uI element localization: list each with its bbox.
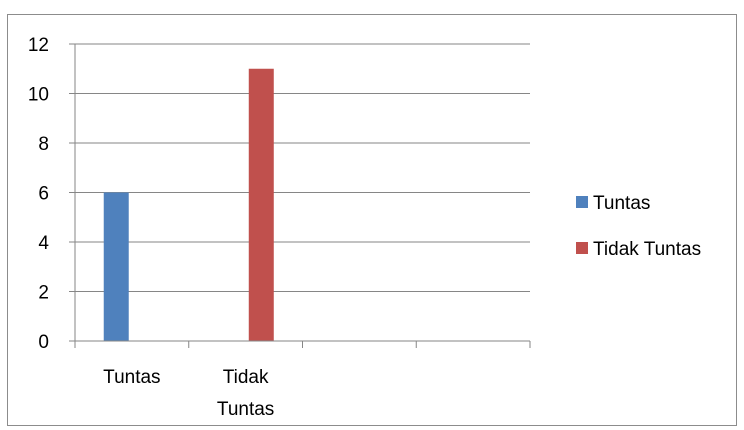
- legend-label: Tuntas: [593, 193, 650, 214]
- bars: [103, 68, 274, 341]
- x-tick-label: Tidak: [223, 367, 269, 388]
- bar-tuntas: [103, 192, 129, 341]
- gridlines: [75, 43, 530, 292]
- legend-swatch: [576, 242, 588, 254]
- y-tick-label: 10: [28, 85, 49, 106]
- y-tick-label: 2: [38, 283, 49, 304]
- x-tick-label: Tuntas: [103, 367, 160, 388]
- legend: Tuntas Tidak Tuntas: [576, 193, 701, 260]
- legend-label: Tidak Tuntas: [593, 239, 701, 260]
- y-tick-label: 6: [38, 184, 49, 205]
- y-tick-label: 4: [38, 233, 49, 254]
- y-tick-label: 8: [38, 134, 49, 155]
- x-tick-label: Tuntas: [217, 399, 274, 420]
- y-tick-label: 0: [38, 332, 49, 353]
- y-tick-label: 12: [28, 35, 49, 56]
- bar-tidak-tuntas: [248, 68, 274, 341]
- legend-swatch: [576, 196, 588, 208]
- axes: 0 2 4 6 8 10 12 Tuntas Tidak Tuntas: [28, 35, 531, 420]
